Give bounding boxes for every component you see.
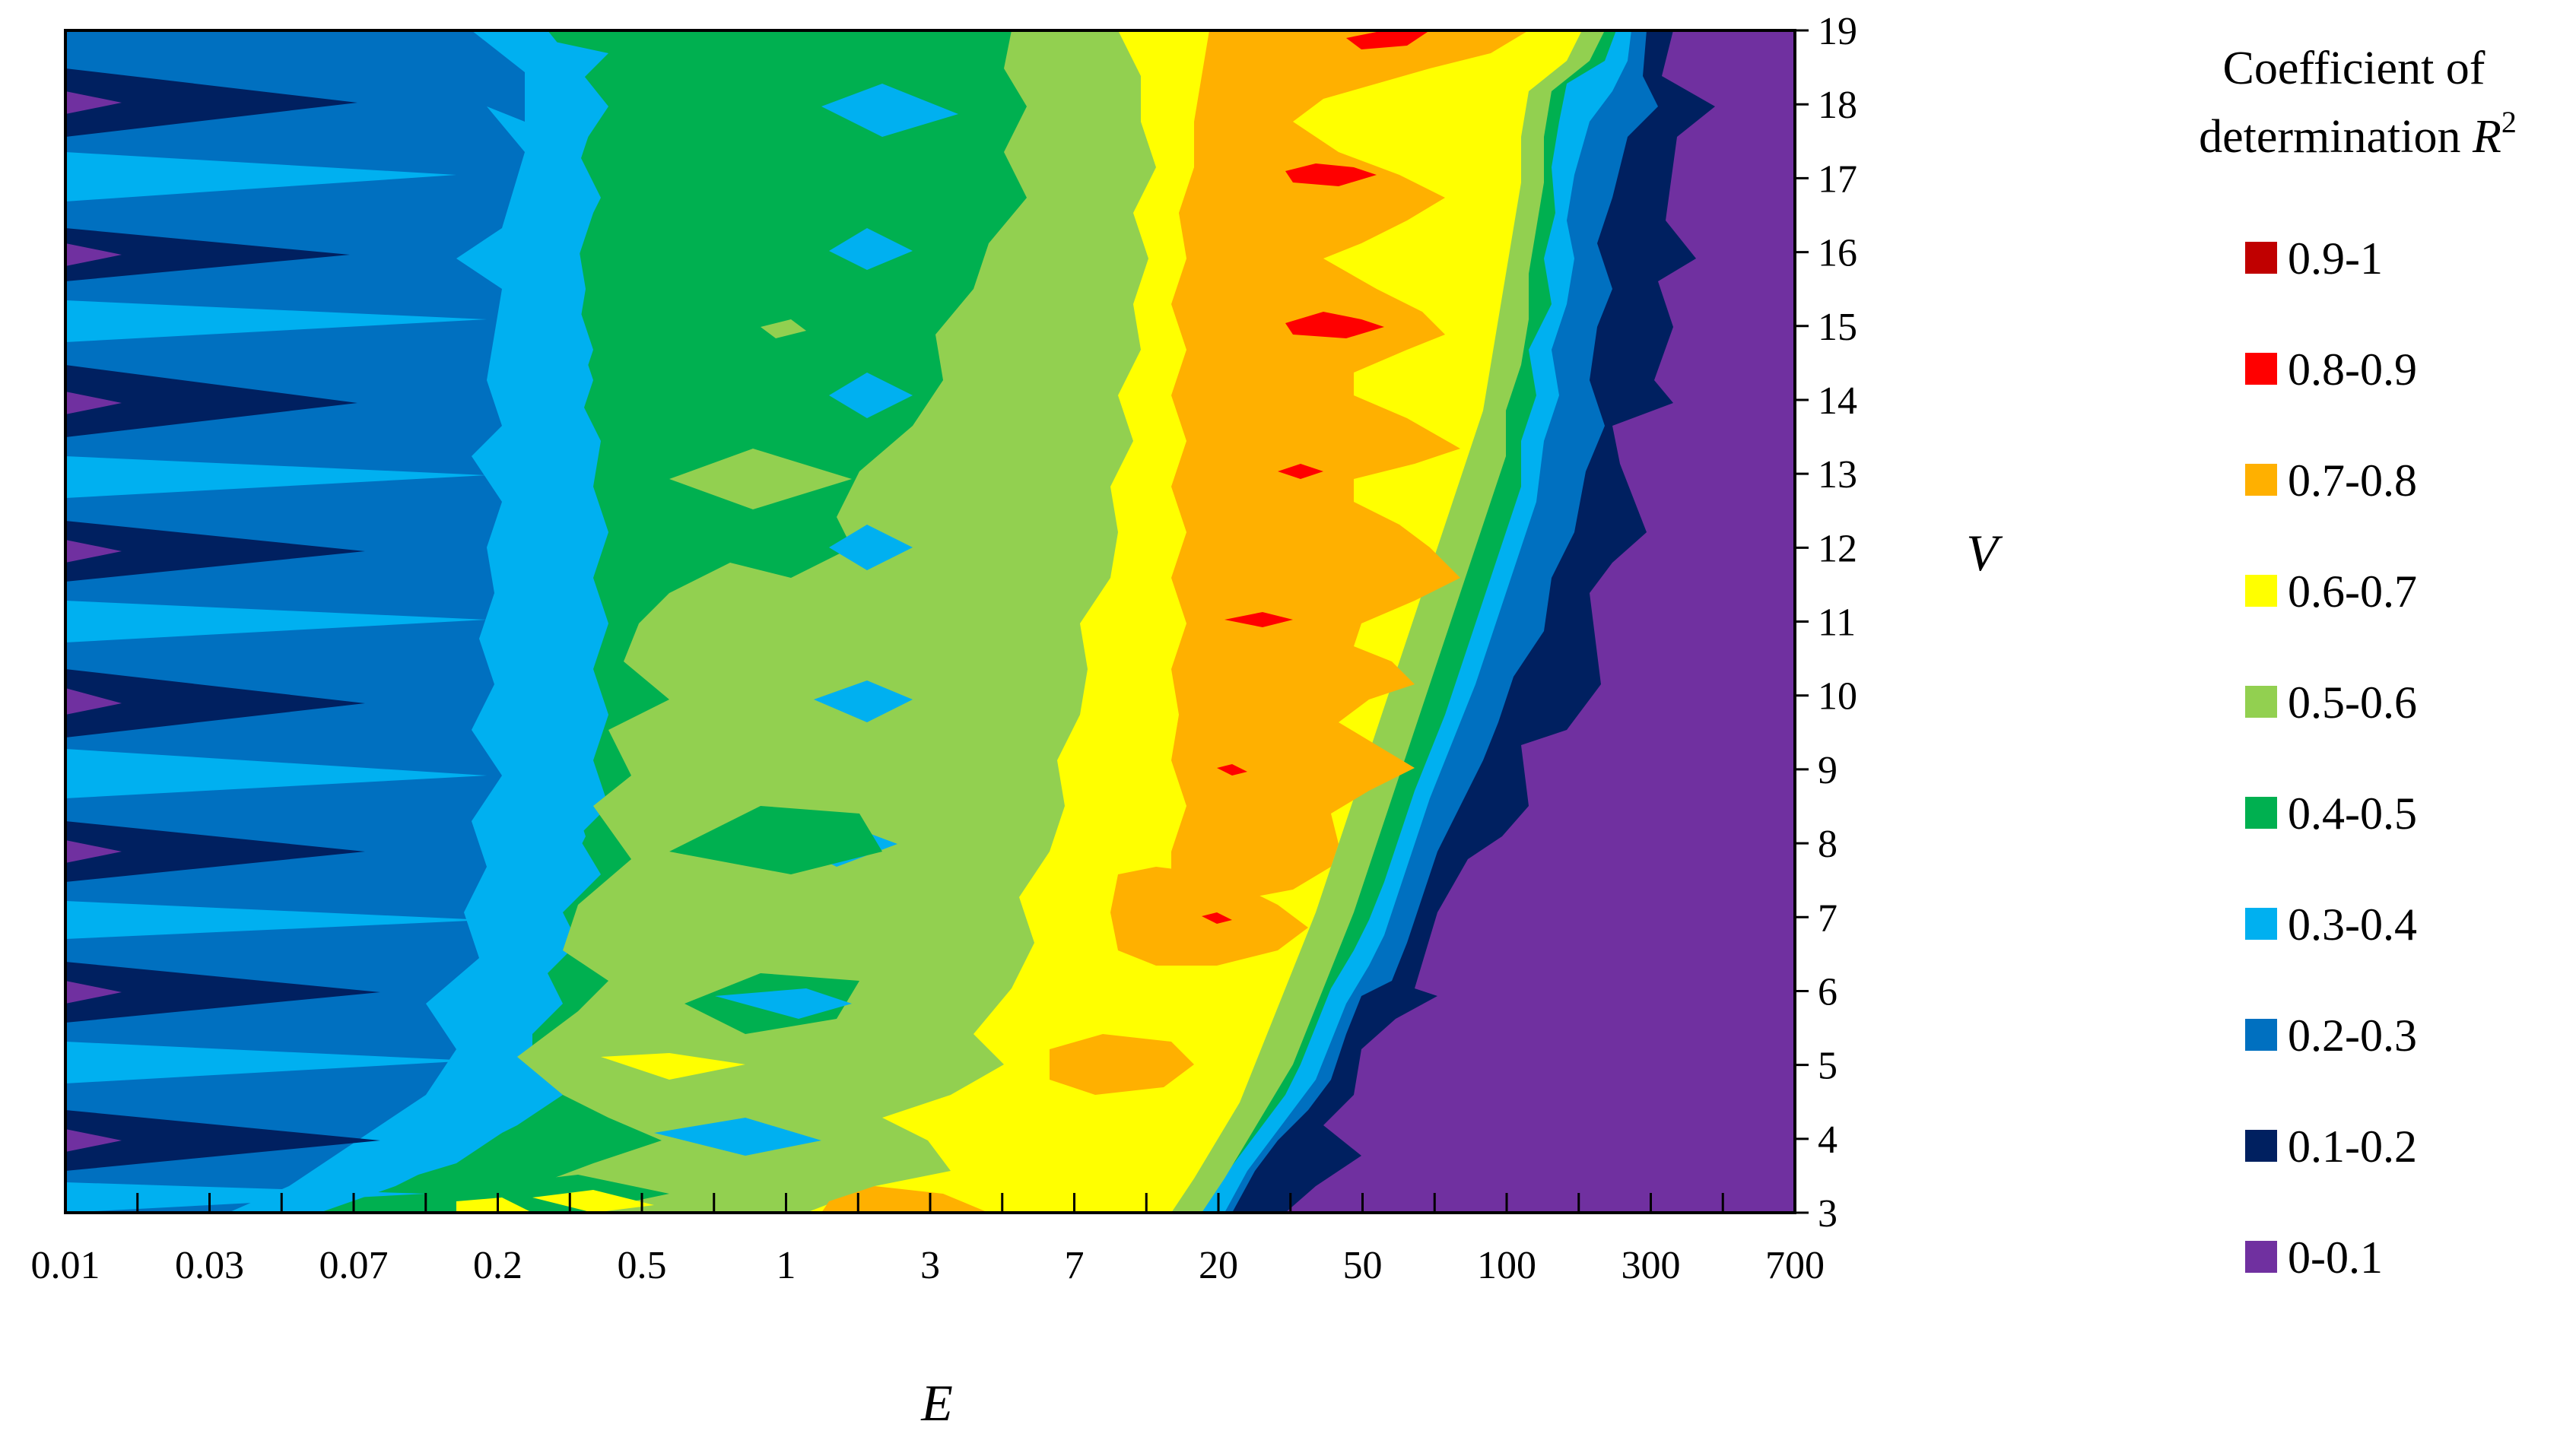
legend-label: 0.8-0.9 xyxy=(2288,344,2417,395)
legend-title-line2: determination R2 xyxy=(2199,105,2517,163)
y-axis-title: V xyxy=(1966,524,2003,582)
legend-entries: 0.9-1 0.8-0.9 0.7-0.8 0.6-0.7 0.5-0.6 0.4-0.5… xyxy=(2245,233,2417,1283)
contour-regions xyxy=(65,30,1795,1213)
legend-label: 0.9-1 xyxy=(2288,233,2383,284)
legend-label: 0-0.1 xyxy=(2288,1232,2383,1283)
legend-swatch xyxy=(2245,797,2277,829)
legend-label: 0.6-0.7 xyxy=(2288,566,2417,617)
legend-swatch xyxy=(2245,686,2277,718)
x-tick-label: 0.2 xyxy=(473,1244,523,1287)
x-tick-label: 0.03 xyxy=(175,1244,244,1287)
x-axis-ticks xyxy=(64,1193,1796,1213)
y-tick-label: 18 xyxy=(1818,84,1857,127)
y-tick-label: 4 xyxy=(1818,1118,1838,1162)
legend-swatch xyxy=(2245,575,2277,607)
x-tick-label: 300 xyxy=(1622,1244,1681,1287)
y-tick-label: 7 xyxy=(1818,896,1838,940)
y-tick-label: 3 xyxy=(1818,1192,1838,1236)
region-0.8-0.9 xyxy=(1202,30,1430,924)
legend-label: 0.5-0.6 xyxy=(2288,677,2417,728)
y-tick-label: 14 xyxy=(1818,379,1857,423)
legend-label: 0.1-0.2 xyxy=(2288,1121,2417,1172)
x-tick-label: 0.07 xyxy=(319,1244,389,1287)
y-tick-label: 19 xyxy=(1818,10,1857,53)
y-tick-label: 13 xyxy=(1818,453,1857,496)
x-tick-label: 20 xyxy=(1199,1244,1238,1287)
y-tick-label: 16 xyxy=(1818,232,1857,275)
left-stripes xyxy=(65,30,608,1213)
legend-swatch xyxy=(2245,908,2277,940)
legend-swatch xyxy=(2245,1241,2277,1273)
y-tick-label: 6 xyxy=(1818,970,1838,1014)
x-tick-label: 50 xyxy=(1343,1244,1383,1287)
y-tick-label: 12 xyxy=(1818,527,1857,570)
legend-swatch xyxy=(2245,464,2277,496)
mid-islands xyxy=(479,84,958,1213)
legend-swatch xyxy=(2245,1019,2277,1051)
x-tick-label: 3 xyxy=(920,1244,940,1287)
legend-swatch xyxy=(2245,353,2277,385)
y-tick-label: 15 xyxy=(1818,306,1857,349)
legend-label: 0.3-0.4 xyxy=(2288,899,2417,950)
legend-label: 0.2-0.3 xyxy=(2288,1010,2417,1061)
legend-swatch xyxy=(2245,242,2277,274)
legend-label: 0.7-0.8 xyxy=(2288,455,2417,506)
x-tick-label: 100 xyxy=(1477,1244,1536,1287)
y-tick-label: 5 xyxy=(1818,1045,1838,1088)
x-tick-label: 0.01 xyxy=(31,1244,100,1287)
left-spikes-0.1-0.2 xyxy=(65,68,380,1171)
x-tick-label: 0.5 xyxy=(618,1244,667,1287)
x-tick-label: 700 xyxy=(1765,1244,1825,1287)
y-axis-ticks xyxy=(1795,29,1809,1214)
x-axis-title: E xyxy=(920,1374,953,1432)
y-tick-label: 10 xyxy=(1818,675,1857,718)
legend-label: 0.4-0.5 xyxy=(2288,788,2417,839)
y-tick-label: 8 xyxy=(1818,823,1838,866)
x-tick-label: 7 xyxy=(1065,1244,1085,1287)
left-tips-0-0.1 xyxy=(65,91,122,1152)
x-axis-tick-labels: 0.01 0.03 0.07 0.2 0.5 1 3 7 20 50 100 300 700 xyxy=(31,1244,1825,1287)
legend-title-line1: Coefficient of xyxy=(2223,43,2485,94)
legend-swatch xyxy=(2245,1130,2277,1162)
legend: Coefficient of determination R2 0.9-1 0.8… xyxy=(2199,43,2517,1283)
y-tick-label: 11 xyxy=(1818,601,1856,645)
y-tick-label: 17 xyxy=(1818,157,1857,201)
y-axis-tick-labels: 3 4 5 6 7 8 9 10 11 12 13 14 15 16 17 18 19 xyxy=(1818,10,1857,1236)
region-0.7-0.8 xyxy=(456,30,1529,1213)
x-tick-label: 1 xyxy=(777,1244,796,1287)
y-tick-label: 9 xyxy=(1818,749,1838,792)
left-stripes-0.3-0.4 xyxy=(65,152,487,1213)
